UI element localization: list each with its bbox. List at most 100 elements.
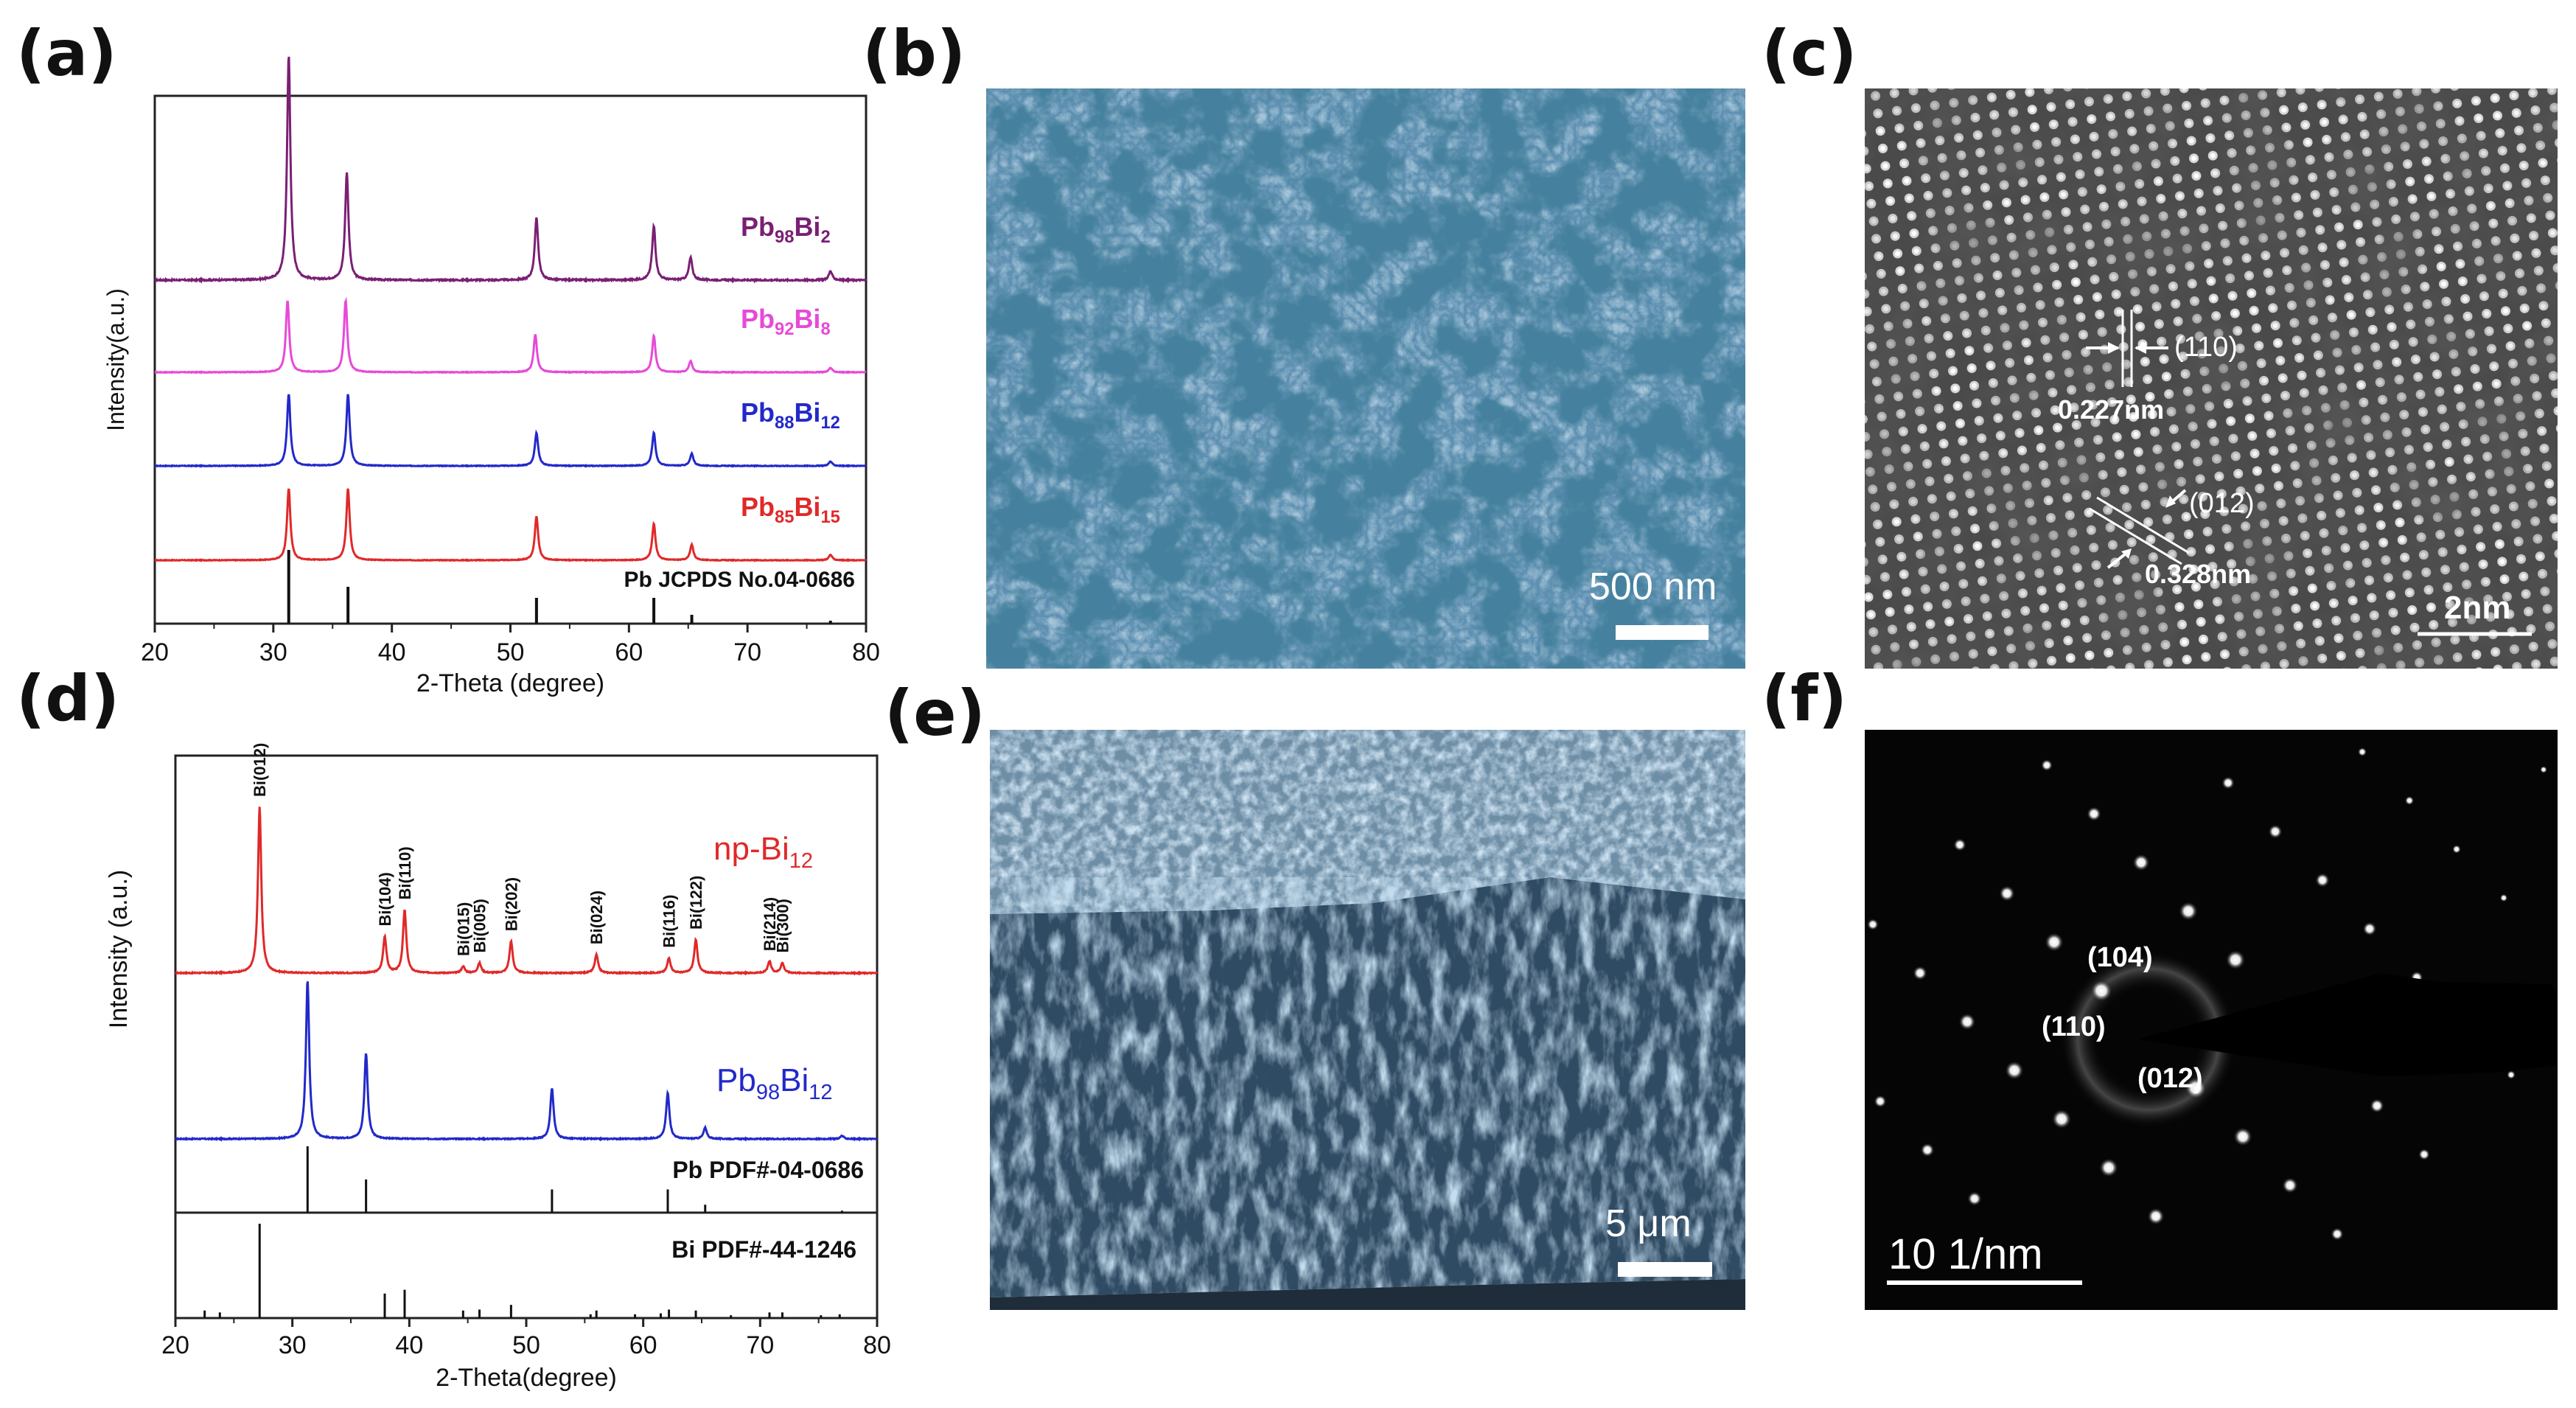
series-label-85-15: Pb85Bi15 (741, 492, 840, 527)
diffraction-spot-30 (2362, 921, 2377, 936)
peak-label-5: Bi(202) (502, 877, 520, 931)
x-tick-label-50: 50 (512, 1331, 540, 1359)
hrtem-image: (110) 0.227nm (012) 0.328nm 2nm (1865, 88, 2558, 669)
diffraction-spot-7 (2051, 1109, 2072, 1129)
x-tick-label-40: 40 (378, 638, 406, 666)
diffraction-spot-2 (1967, 1191, 1982, 1206)
series-label-98-2: Pb98Bi2 (741, 212, 831, 247)
diffraction-spot-20 (2132, 854, 2150, 871)
peak-label-3: Bi(015) (454, 902, 472, 956)
diffraction-spot-21 (2179, 902, 2198, 921)
diffraction-spot-27 (2221, 776, 2235, 790)
diffraction-spot-16 (2282, 1177, 2298, 1193)
x-tick-label-20: 20 (141, 638, 169, 666)
diffraction-spot-29 (2315, 873, 2330, 888)
diffraction-spot-13 (2090, 980, 2112, 1002)
diffraction-spot-12 (2045, 933, 2064, 952)
diffraction-spot-38 (2540, 766, 2547, 773)
series-line-0 (175, 806, 879, 976)
x-tick-label-80: 80 (852, 638, 880, 666)
series-line-98-2 (154, 56, 868, 284)
label-012: (012) (2137, 1063, 2203, 1094)
plot-frame (174, 754, 879, 1320)
spacing-110: 0.227nm (2058, 394, 2165, 425)
x-tick-label-80: 80 (863, 1331, 891, 1359)
diffraction-spot-5 (1958, 1013, 1976, 1031)
series-line-92-8 (154, 296, 867, 374)
diffraction-spot-35 (2404, 795, 2415, 806)
pb-reference-label: Pb PDF#-04-0686 (672, 1157, 864, 1183)
series-label-pb98bi12: Pb98Bi12 (716, 1062, 833, 1104)
x-tick-label-70: 70 (733, 638, 761, 666)
y-axis-label: Intensity(a.u.) (102, 288, 129, 431)
panel-letter-a: (a) (16, 17, 117, 91)
x-tick-label-40: 40 (395, 1331, 423, 1359)
scale-bar (1618, 1262, 1712, 1277)
diffraction-spot-10 (1953, 838, 1966, 851)
diffraction-spot-14 (2185, 1077, 2207, 1099)
peak-label-4: Bi(005) (471, 899, 489, 952)
x-tick-label-70: 70 (746, 1331, 774, 1359)
panel-letter-b: (b) (862, 17, 966, 91)
panel-letter-c: (c) (1762, 17, 1857, 91)
x-axis-label: 2-Theta(degree) (436, 1364, 617, 1392)
x-tick-label-60: 60 (615, 638, 643, 666)
reference-label: Pb JCPDS No.04-0686 (624, 568, 855, 592)
diffraction-spot-37 (2499, 893, 2508, 902)
peak-label-2: Bi(110) (396, 846, 414, 899)
scale-bar-label: 500 nm (1589, 565, 1717, 608)
saed-pattern: (104) (110) (012) 10 1/nm (1865, 730, 2558, 1310)
peak-label-1: Bi(104) (376, 872, 394, 926)
diffraction-spot-15 (2233, 1127, 2252, 1146)
x-tick-label-30: 30 (259, 638, 287, 666)
series-line-1 (175, 981, 878, 1142)
diffraction-spot-25 (2370, 1098, 2384, 1113)
diffraction-spot-34 (2357, 747, 2367, 757)
diffraction-spot-19 (2086, 806, 2102, 822)
scale-bar-label: 5 μm (1605, 1202, 1692, 1245)
peak-label-9: Bi(214) (761, 897, 779, 951)
diffraction-spot-26 (2418, 1149, 2430, 1160)
series-line-85-15 (154, 488, 867, 562)
x-tick-label-20: 20 (161, 1331, 189, 1359)
panel-letter-d: (d) (16, 662, 120, 736)
diffraction-spot-22 (2225, 949, 2246, 970)
x-tick-label-30: 30 (279, 1331, 307, 1359)
label-110: (110) (2042, 1011, 2106, 1042)
series-label-np-bi12: np-Bi12 (713, 831, 813, 873)
peak-label-7: Bi(116) (660, 895, 679, 948)
label-110: (110) (2174, 332, 2238, 363)
diffraction-spot-11 (1999, 885, 2015, 902)
scale-bar-label: 2nm (2444, 590, 2511, 626)
scale-bar-label: 10 1/nm (1888, 1230, 2043, 1278)
spacing-012: 0.328nm (2145, 559, 2252, 589)
diffraction-spot-18 (2040, 759, 2053, 772)
diffraction-spot-36 (2451, 844, 2462, 854)
diffraction-spot-33 (2506, 1070, 2516, 1080)
y-axis-label: Intensity (a.u.) (105, 870, 133, 1028)
panel-letter-e: (e) (884, 677, 985, 750)
x-tick-label-50: 50 (497, 638, 525, 666)
panel-letter-f: (f) (1762, 662, 1848, 736)
bi-reference-label: Bi PDF#-44-1246 (671, 1236, 856, 1263)
diffraction-spot-0 (1874, 1095, 1887, 1108)
peak-label-10: Bi(300) (773, 899, 792, 952)
peak-label-0: Bi(012) (251, 743, 269, 797)
diffraction-spot-28 (2268, 824, 2283, 839)
x-tick-label-60: 60 (629, 1331, 657, 1359)
series-label-88-12: Pb88Bi12 (741, 397, 840, 433)
diffraction-spot-9 (2147, 1207, 2165, 1225)
series-label-92-8: Pb92Bi8 (741, 304, 831, 339)
diffraction-spot-4 (1913, 966, 1927, 980)
series-line-88-12 (154, 394, 867, 468)
scale-bar (1616, 625, 1708, 640)
x-axis-label: 2-Theta (degree) (416, 669, 604, 697)
diffraction-spot-17 (2331, 1227, 2344, 1241)
diffraction-spot-8 (2099, 1158, 2118, 1177)
label-012: (012) (2189, 488, 2255, 519)
label-104: (104) (2087, 942, 2153, 973)
peak-label-6: Bi(024) (587, 891, 606, 944)
diffraction-spot-6 (2005, 1061, 2024, 1080)
sem-image-top-view: 500 nm (986, 88, 1745, 669)
sem-image-cross-section: 5 μm (990, 730, 1745, 1310)
